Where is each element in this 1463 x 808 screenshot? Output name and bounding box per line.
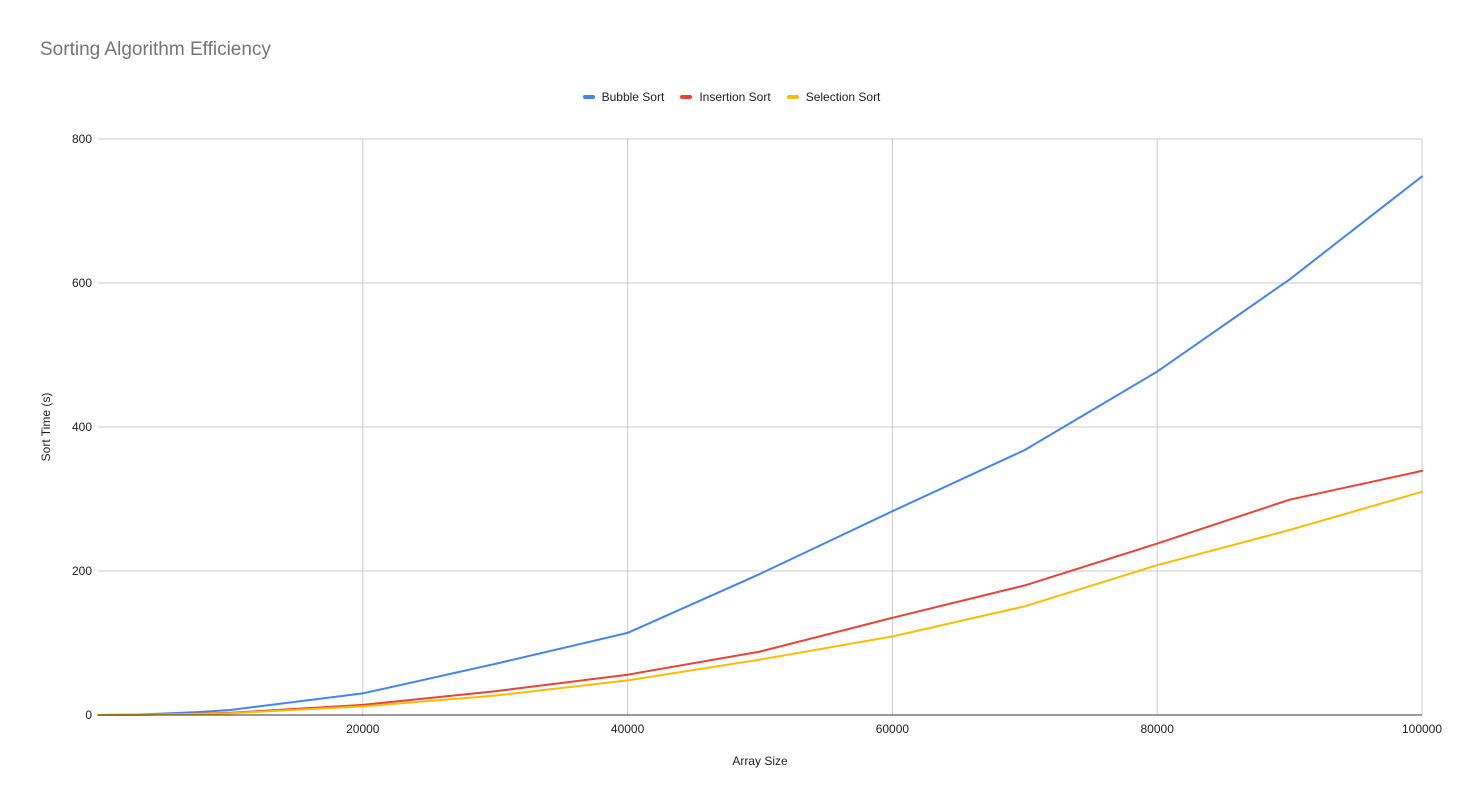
legend-label-insertion-sort: Insertion Sort — [699, 90, 771, 104]
y-axis-title: Sort Time (s) — [39, 393, 53, 462]
chart-title: Sorting Algorithm Efficiency — [40, 39, 271, 60]
x-tick-label: 20000 — [346, 722, 380, 736]
legend-label-bubble-sort: Bubble Sort — [601, 90, 665, 104]
legend-item-bubble-sort[interactable]: Bubble Sort — [582, 90, 665, 104]
legend-swatch-insertion-sort — [680, 95, 693, 99]
grid-lines — [98, 138, 1423, 715]
series-line-bubble-sort[interactable] — [97, 175, 1423, 716]
legend-swatch-selection-sort — [786, 95, 799, 99]
x-axis-title: Array Size — [732, 754, 788, 768]
x-tick-label: 100000 — [1402, 722, 1442, 736]
x-tick-label: 40000 — [611, 722, 645, 736]
x-tick-label: 60000 — [876, 722, 910, 736]
y-tick-label: 400 — [72, 420, 92, 434]
legend-swatch-bubble-sort — [582, 95, 595, 99]
x-tick-label: 80000 — [1141, 722, 1175, 736]
legend-item-insertion-sort[interactable]: Insertion Sort — [680, 90, 771, 104]
y-tick-label: 800 — [72, 132, 92, 146]
chart-legend: Bubble Sort Insertion Sort Selection Sor… — [0, 90, 1463, 104]
series-line-selection-sort[interactable] — [97, 490, 1423, 716]
y-tick-label: 200 — [72, 564, 92, 578]
y-tick-label: 0 — [85, 708, 92, 722]
series-line-insertion-sort[interactable] — [97, 469, 1423, 716]
legend-label-selection-sort: Selection Sort — [805, 90, 881, 104]
legend-item-selection-sort[interactable]: Selection Sort — [786, 90, 881, 104]
y-tick-label: 600 — [72, 276, 92, 290]
axes: 0 200 400 600 800 20000 40000 60000 80000 100000 — [72, 132, 1442, 736]
series-lines — [97, 175, 1423, 716]
